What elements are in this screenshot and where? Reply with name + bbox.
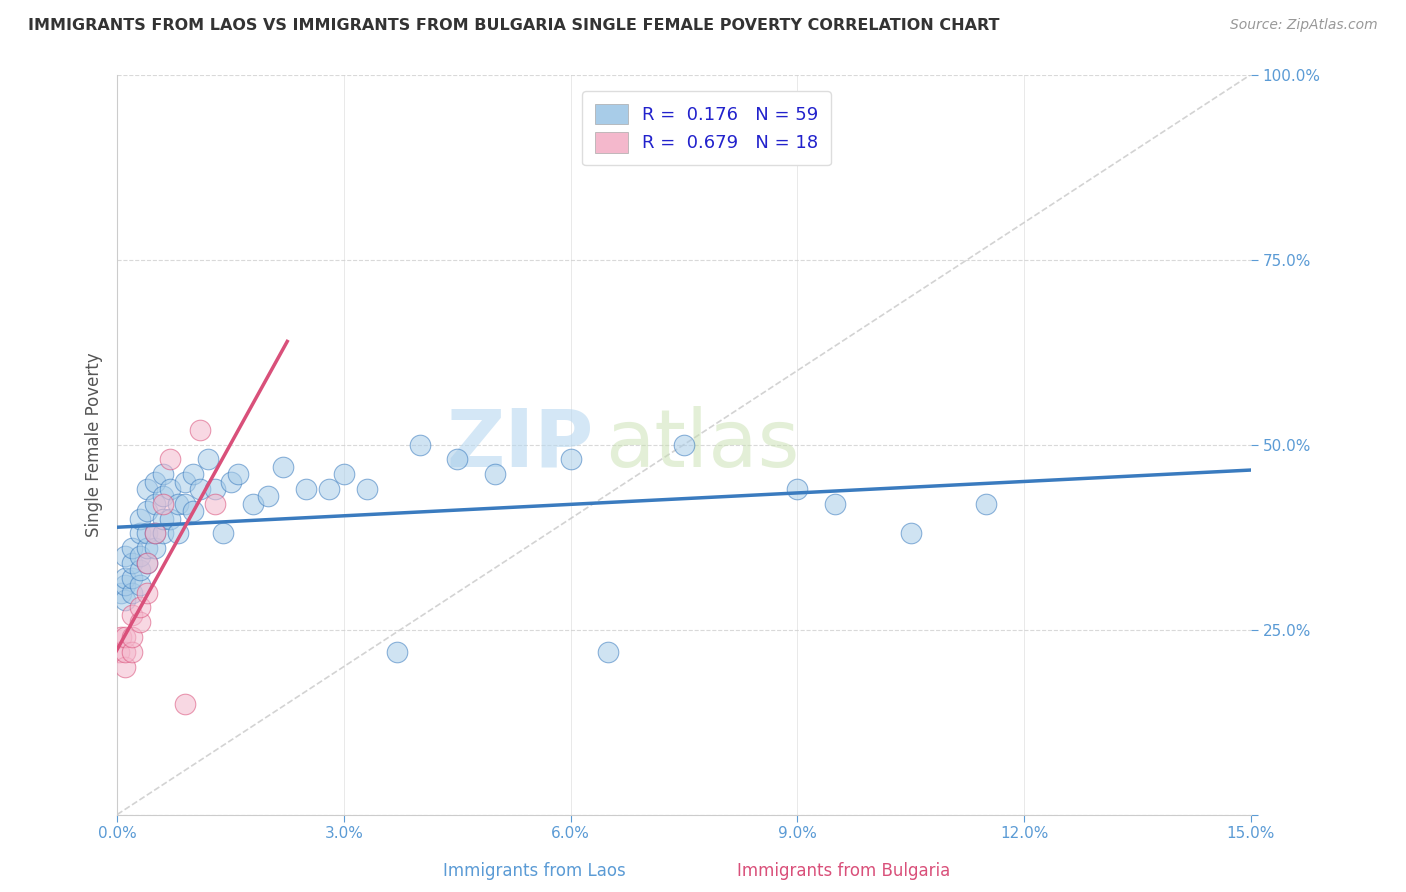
Point [295,482,318,496]
Point [824,497,846,511]
Legend: R =  0.176   N = 59, R =  0.679   N = 18: R = 0.176 N = 59, R = 0.679 N = 18 [582,91,831,165]
Point [900,526,922,541]
Point [136,504,159,518]
Point [121,607,143,622]
Point [128,549,150,563]
Text: Immigrants from Bulgaria: Immigrants from Bulgaria [737,862,950,880]
Point [219,475,242,489]
Text: IMMIGRANTS FROM LAOS VS IMMIGRANTS FROM BULGARIA SINGLE FEMALE POVERTY CORRELATI: IMMIGRANTS FROM LAOS VS IMMIGRANTS FROM … [28,18,1000,33]
Point [204,497,226,511]
Point [197,452,219,467]
Point [136,541,159,555]
Point [121,645,143,659]
Point [356,482,378,496]
Point [143,475,166,489]
Text: atlas: atlas [605,406,799,483]
Point [174,475,197,489]
Point [121,571,143,585]
Point [560,452,582,467]
Point [484,467,506,482]
Point [333,467,356,482]
Point [188,423,211,437]
Point [114,593,136,607]
Point [152,489,174,503]
Point [114,645,136,659]
Point [128,615,150,629]
Point [143,526,166,541]
Point [114,630,136,644]
Y-axis label: Single Female Poverty: Single Female Poverty [86,352,103,537]
Point [136,556,159,570]
Point [318,482,340,496]
Point [159,511,181,525]
Point [114,578,136,592]
Point [446,452,468,467]
Point [204,482,226,496]
Point [159,482,181,496]
Point [385,645,408,659]
Text: Source: ZipAtlas.com: Source: ZipAtlas.com [1230,18,1378,32]
Point [128,526,150,541]
Point [128,563,150,577]
Point [121,541,143,555]
Point [136,556,159,570]
Text: Immigrants from Laos: Immigrants from Laos [443,862,626,880]
Point [408,437,430,451]
Point [166,526,188,541]
Point [273,459,295,474]
Point [110,630,132,644]
Point [212,526,235,541]
Point [188,482,211,496]
Point [128,578,150,592]
Point [976,497,998,511]
Point [152,526,174,541]
Point [786,482,808,496]
Point [152,497,174,511]
Text: ZIP: ZIP [446,406,593,483]
Point [159,452,181,467]
Point [257,489,280,503]
Point [121,630,143,644]
Point [181,504,204,518]
Point [114,571,136,585]
Point [226,467,249,482]
Point [128,511,150,525]
Point [128,600,150,615]
Point [152,511,174,525]
Point [136,526,159,541]
Point [108,645,131,659]
Point [143,497,166,511]
Point [242,497,264,511]
Point [143,526,166,541]
Point [110,585,132,599]
Point [174,697,197,711]
Point [114,549,136,563]
Point [121,585,143,599]
Point [121,556,143,570]
Point [136,482,159,496]
Point [114,659,136,673]
Point [673,437,696,451]
Point [598,645,620,659]
Point [174,497,197,511]
Point [166,497,188,511]
Point [152,467,174,482]
Point [143,541,166,555]
Point [181,467,204,482]
Point [136,585,159,599]
